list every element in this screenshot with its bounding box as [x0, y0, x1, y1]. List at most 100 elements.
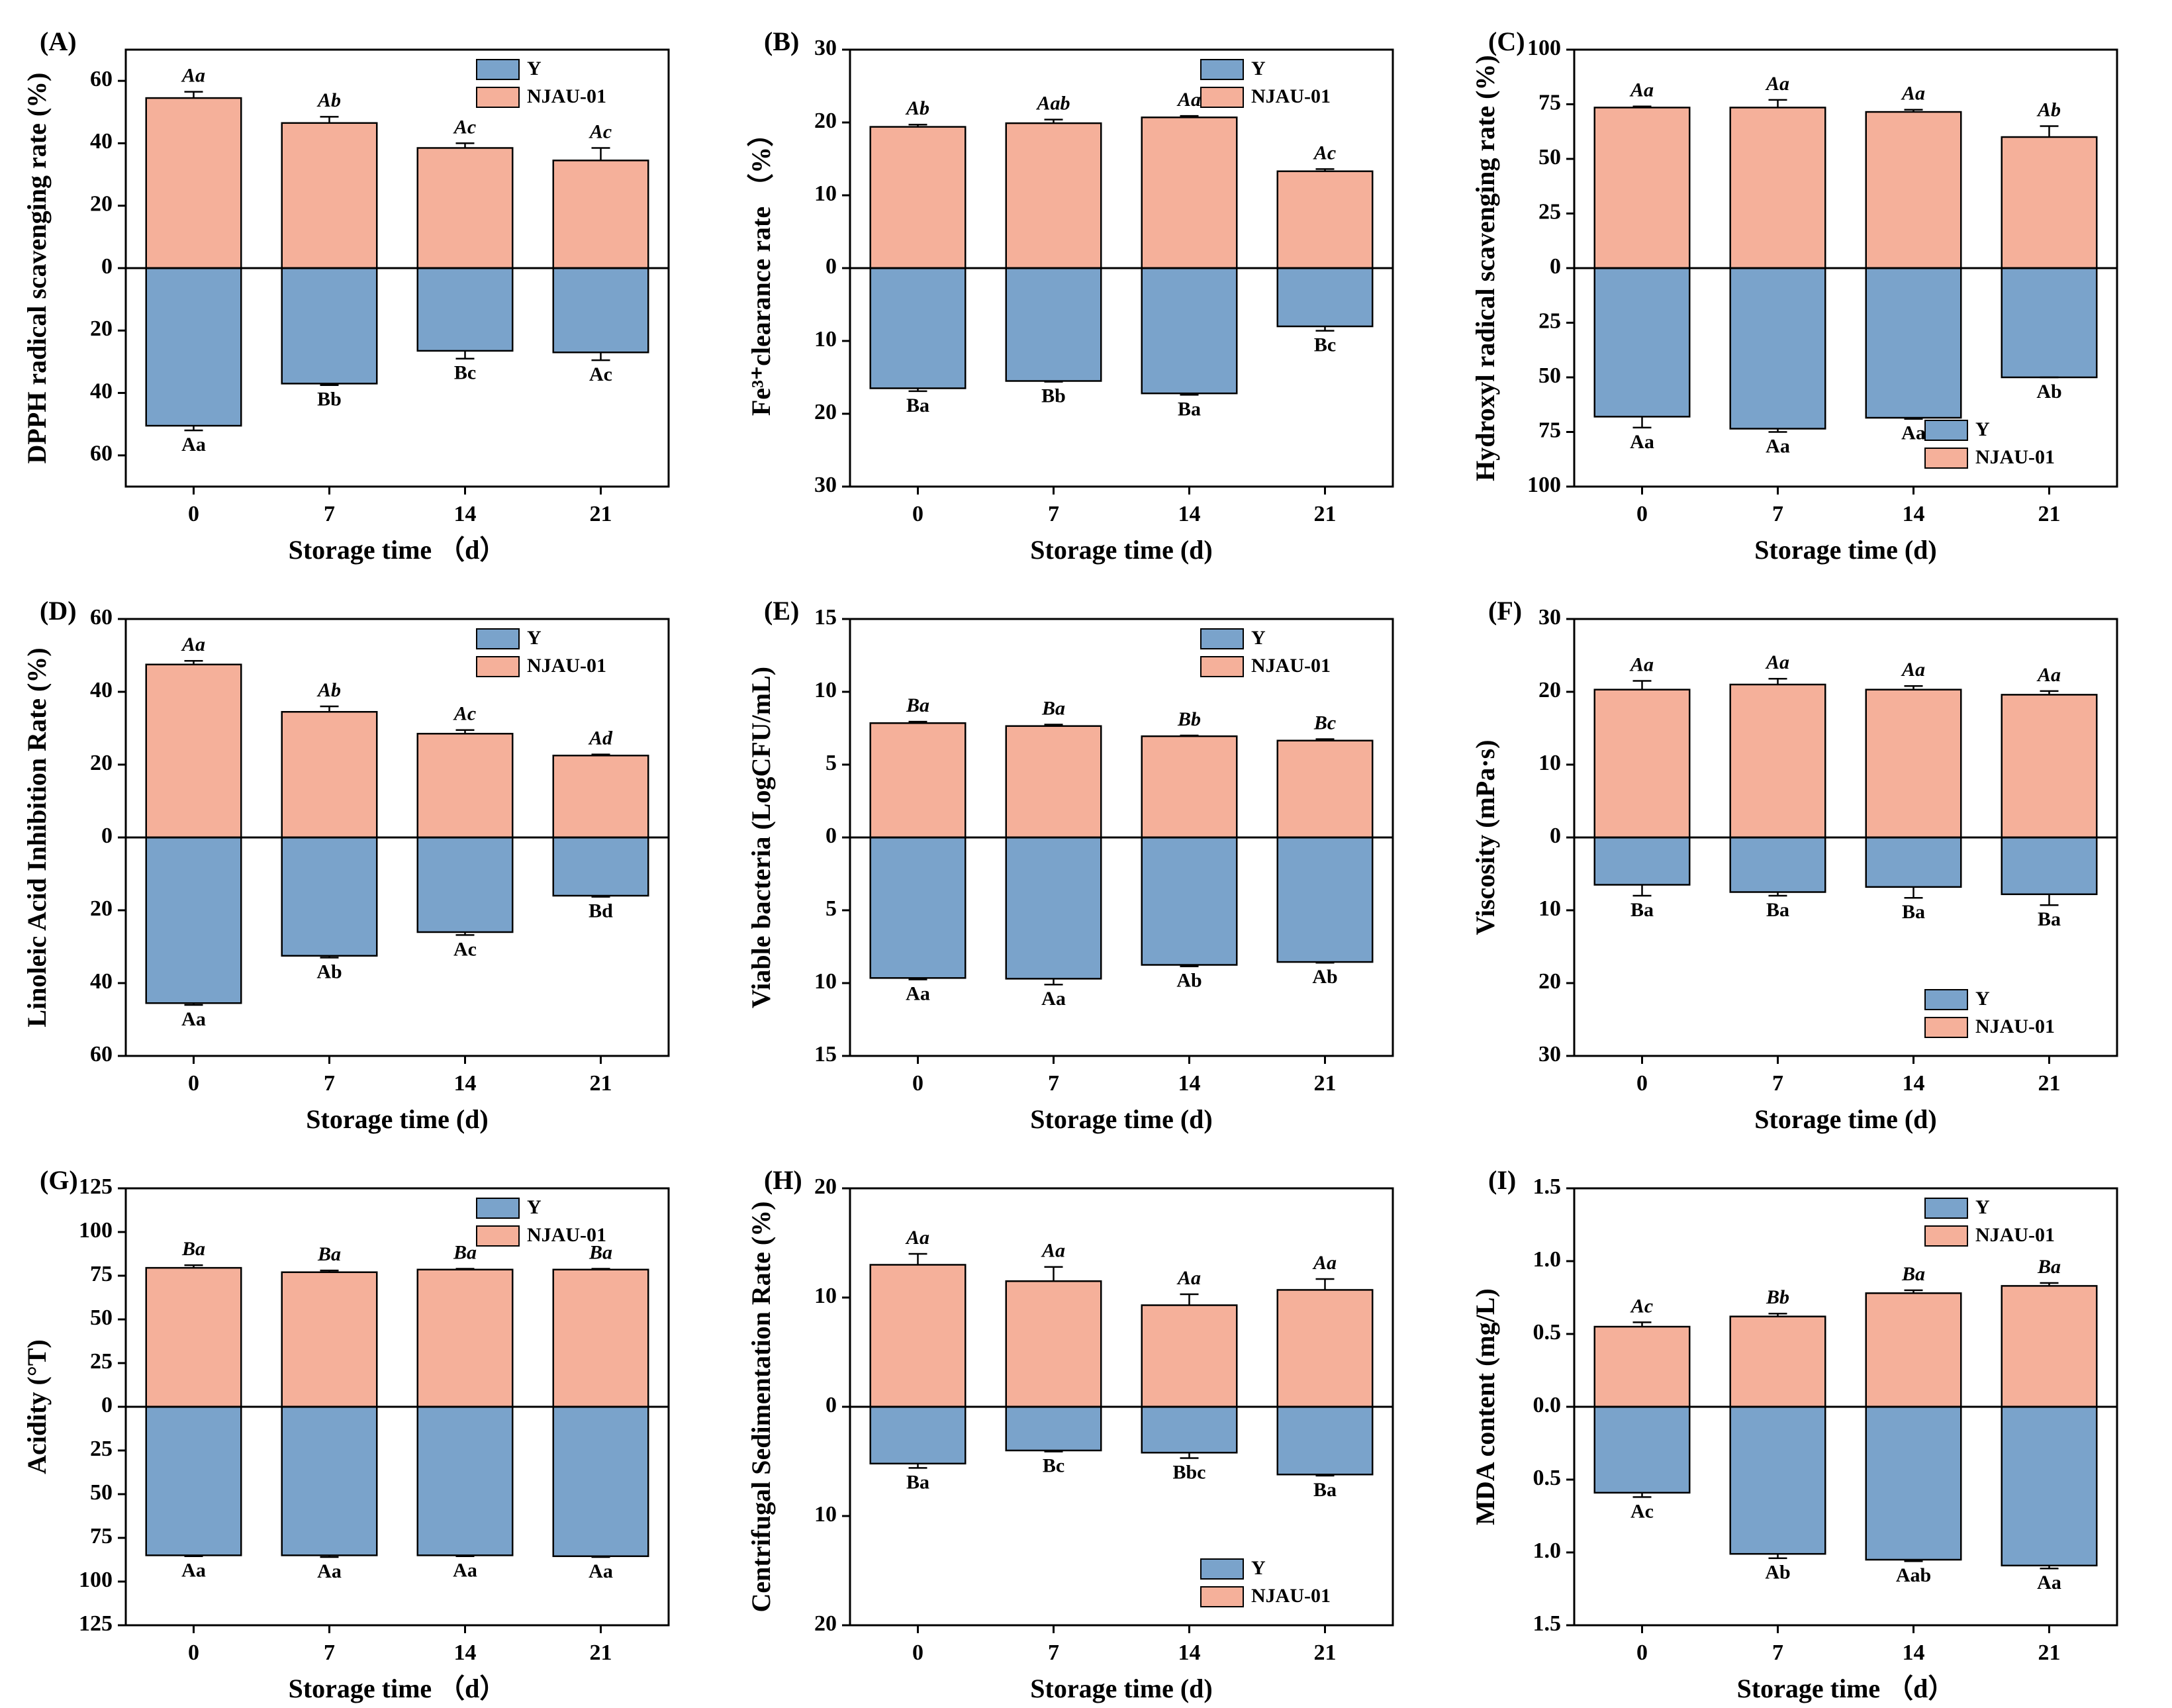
- y-tick-label: 0.0: [1533, 1393, 1562, 1417]
- significance-letter: Ba: [2037, 1256, 2061, 1278]
- y-axis-title: DPPH radical scavenging rate (%): [22, 73, 52, 464]
- x-axis-title: Storage time (d): [1030, 1104, 1212, 1134]
- x-tick-label: 21: [2038, 502, 2061, 526]
- y-tick-label: 0: [1550, 824, 1561, 848]
- error-bar: [2040, 125, 2059, 137]
- significance-letter: Ba: [453, 1241, 477, 1263]
- bar: [281, 1271, 378, 1408]
- legend-swatch: [1924, 1225, 1968, 1247]
- bar: [2001, 694, 2098, 839]
- x-tick-label: 0: [912, 502, 923, 526]
- y-tick-label: 0.5: [1533, 1466, 1562, 1490]
- x-tick-label: 14: [454, 1071, 477, 1096]
- plot-frame: [1573, 48, 2118, 488]
- bar: [1005, 1280, 1102, 1408]
- bar: [1729, 107, 1826, 269]
- error-bar: [184, 1264, 203, 1268]
- bar: [281, 836, 378, 957]
- error-bar: [1632, 1321, 1652, 1327]
- significance-letter: Ba: [1178, 398, 1201, 420]
- significance-letter: Ba: [1041, 697, 1065, 719]
- y-tick-label: 1.0: [1533, 1539, 1562, 1563]
- legend-swatch: [476, 1225, 520, 1247]
- x-axis-title: Storage time （d）: [1737, 1674, 1955, 1703]
- error-bar: [184, 1003, 203, 1006]
- legend-label: NJAU-01: [527, 1224, 606, 1246]
- panel-label: (H): [764, 1165, 802, 1195]
- error-bar: [908, 720, 927, 724]
- x-tick-label: 21: [1314, 1640, 1337, 1665]
- error-bar: [2040, 690, 2059, 695]
- y-tick-label: 5: [826, 896, 837, 921]
- y-axis-title: Acidity (°T): [22, 1339, 52, 1474]
- error-bar: [1904, 1289, 1923, 1294]
- y-tick-label: 0: [1550, 254, 1561, 279]
- significance-letter: Aa: [905, 1227, 929, 1249]
- significance-letter: Ab: [2036, 99, 2061, 120]
- significance-letter: Aa: [1630, 431, 1654, 453]
- significance-letter: Aa: [453, 1560, 477, 1582]
- error-bar: [591, 1268, 610, 1270]
- x-tick-label: 14: [1903, 502, 1925, 526]
- legend-swatch: [1200, 1586, 1244, 1607]
- plot-frame: [124, 1187, 670, 1627]
- bar: [281, 711, 378, 839]
- panel-label: (A): [40, 26, 77, 56]
- y-tick-label: 20: [90, 896, 113, 921]
- x-tick-label: 0: [1636, 1640, 1648, 1665]
- x-axis-title: Storage time （d）: [289, 1674, 506, 1703]
- y-tick-label: 0.5: [1533, 1320, 1562, 1345]
- y-tick-label: 10: [814, 327, 837, 352]
- significance-letter: Ac: [589, 363, 612, 385]
- panel: (A) DPPH radical scavenging rate (%) Stora…: [22, 26, 670, 565]
- legend-swatch: [476, 87, 520, 108]
- significance-letter: Aa: [317, 1560, 342, 1582]
- error-bar: [455, 729, 475, 734]
- x-tick-label: 21: [2038, 1640, 2061, 1665]
- legend-swatch: [1200, 87, 1244, 108]
- legend-label: NJAU-01: [527, 85, 606, 107]
- legend-label: NJAU-01: [1975, 1016, 2055, 1037]
- legend-swatch: [476, 59, 520, 80]
- significance-letter: Aa: [1041, 988, 1066, 1010]
- significance-letter: Ab: [1312, 966, 1337, 988]
- plot-frame: [1573, 618, 2118, 1057]
- error-bar: [1180, 115, 1199, 118]
- y-tick-label: 75: [1538, 418, 1561, 442]
- error-bar: [1044, 1450, 1063, 1452]
- x-tick-label: 0: [188, 502, 199, 526]
- bar: [552, 836, 649, 897]
- y-tick-label: 0: [826, 824, 837, 848]
- error-bar: [591, 753, 610, 756]
- y-tick-label: 0: [101, 1393, 113, 1417]
- error-bar: [908, 1463, 927, 1469]
- y-tick-label: 100: [1527, 473, 1561, 497]
- y-tick-label: 0: [101, 254, 113, 279]
- panel: (F) Viscosity (mPa·s) Storage time (d) 30 20…: [1470, 596, 2118, 1134]
- error-bar: [908, 978, 927, 980]
- y-tick-label: 125: [79, 1611, 113, 1636]
- bar: [1865, 688, 1962, 839]
- significance-letter: Ab: [1176, 970, 1202, 992]
- y-tick-label: 10: [1538, 751, 1561, 775]
- bar: [869, 1264, 967, 1408]
- error-bar: [1315, 1278, 1335, 1290]
- y-tick-label: 60: [90, 442, 113, 466]
- x-tick-label: 21: [1314, 1071, 1337, 1096]
- bar: [1005, 1405, 1102, 1452]
- x-tick-label: 21: [590, 502, 612, 526]
- bar: [416, 836, 514, 933]
- error-bar: [1180, 1452, 1199, 1459]
- bar: [1276, 739, 1374, 839]
- y-tick-label: 1.5: [1533, 1174, 1562, 1199]
- legend-label: NJAU-01: [527, 655, 606, 677]
- panel-label: (B): [764, 26, 799, 56]
- bar: [1729, 267, 1826, 430]
- y-tick-label: 40: [90, 379, 113, 403]
- panel-label: (I): [1488, 1165, 1516, 1195]
- y-tick-label: 100: [1527, 36, 1561, 60]
- x-tick-label: 7: [324, 502, 335, 526]
- y-axis-title: Centrifugal Sedimentation Rate (%): [746, 1201, 776, 1612]
- significance-letter: Ba: [906, 694, 929, 716]
- error-bar: [1904, 109, 1923, 113]
